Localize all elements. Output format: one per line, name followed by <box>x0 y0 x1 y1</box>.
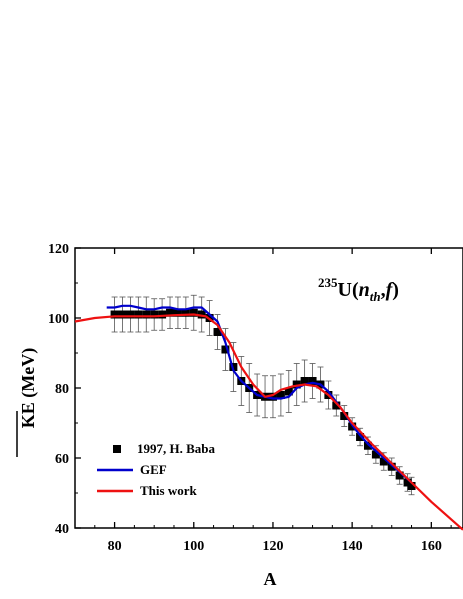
annotation-subscript: th <box>370 289 381 304</box>
data-point-baba <box>371 450 380 459</box>
annotation-comma: , <box>381 279 386 301</box>
svg-text:235U(nth,f): 235U(nth,f) <box>318 275 399 304</box>
legend-label-baba: 1997, H. Baba <box>137 441 216 456</box>
y-tick-label: 120 <box>48 242 69 257</box>
data-point-baba <box>126 310 135 319</box>
data-point-baba <box>150 310 159 319</box>
data-point-baba <box>181 308 190 317</box>
data-point-baba <box>395 471 404 480</box>
y-axis-label: KE (MeV) <box>16 348 39 457</box>
x-axis-label: A <box>264 569 277 589</box>
data-point-baba <box>379 457 388 466</box>
data-point-baba <box>158 310 167 319</box>
data-point-baba <box>356 433 365 441</box>
data-point-baba <box>332 401 341 410</box>
data-point-baba <box>308 377 317 385</box>
data-point-baba <box>387 462 396 471</box>
data-point-baba <box>110 310 119 319</box>
x-tick-label: 160 <box>421 539 442 554</box>
data-point-baba <box>189 308 198 317</box>
x-tick-label: 120 <box>262 539 283 554</box>
legend: 1997, H. Baba GEF This work <box>97 441 216 498</box>
reaction-annotation: 235U(nth,f) <box>318 275 399 304</box>
legend-label-gef: GEF <box>140 462 167 477</box>
y-tick-label: 60 <box>55 452 69 467</box>
data-point-baba <box>142 310 151 319</box>
y-tick-label: 100 <box>48 312 69 327</box>
legend-label-this-work: This work <box>140 483 197 498</box>
series-line-this-work <box>74 313 463 531</box>
data-point-baba <box>363 441 372 450</box>
y-tick-label: 40 <box>55 522 69 537</box>
data-point-baba <box>213 328 222 336</box>
data-point-baba <box>166 308 175 317</box>
y-tick-label: 80 <box>55 382 69 397</box>
data-point-baba <box>292 380 301 389</box>
x-tick-label: 100 <box>183 539 204 554</box>
annotation-close: ) <box>392 279 399 301</box>
data-point-baba <box>284 387 293 396</box>
data-point-baba <box>118 310 127 319</box>
x-tick-label: 140 <box>342 539 363 554</box>
series-line-gef <box>106 304 413 484</box>
data-point-baba <box>197 310 206 319</box>
annotation-superscript: 235 <box>318 275 338 290</box>
data-point-baba <box>268 392 277 401</box>
data-point-baba <box>300 377 309 385</box>
data-point-baba <box>221 345 230 354</box>
svg-text:KE (MeV): KE (MeV) <box>18 348 39 428</box>
data-point-baba <box>276 391 285 399</box>
annotation-italic-n: n <box>359 279 370 301</box>
data-point-baba <box>134 310 143 319</box>
annotation-element: U( <box>338 279 359 301</box>
data-point-baba <box>173 308 182 317</box>
annotation-italic-f: f <box>386 279 395 301</box>
data-point-baba <box>340 412 349 420</box>
legend-marker-baba <box>113 445 121 453</box>
x-tick-label: 80 <box>108 539 122 554</box>
data-point-baba <box>407 482 416 490</box>
